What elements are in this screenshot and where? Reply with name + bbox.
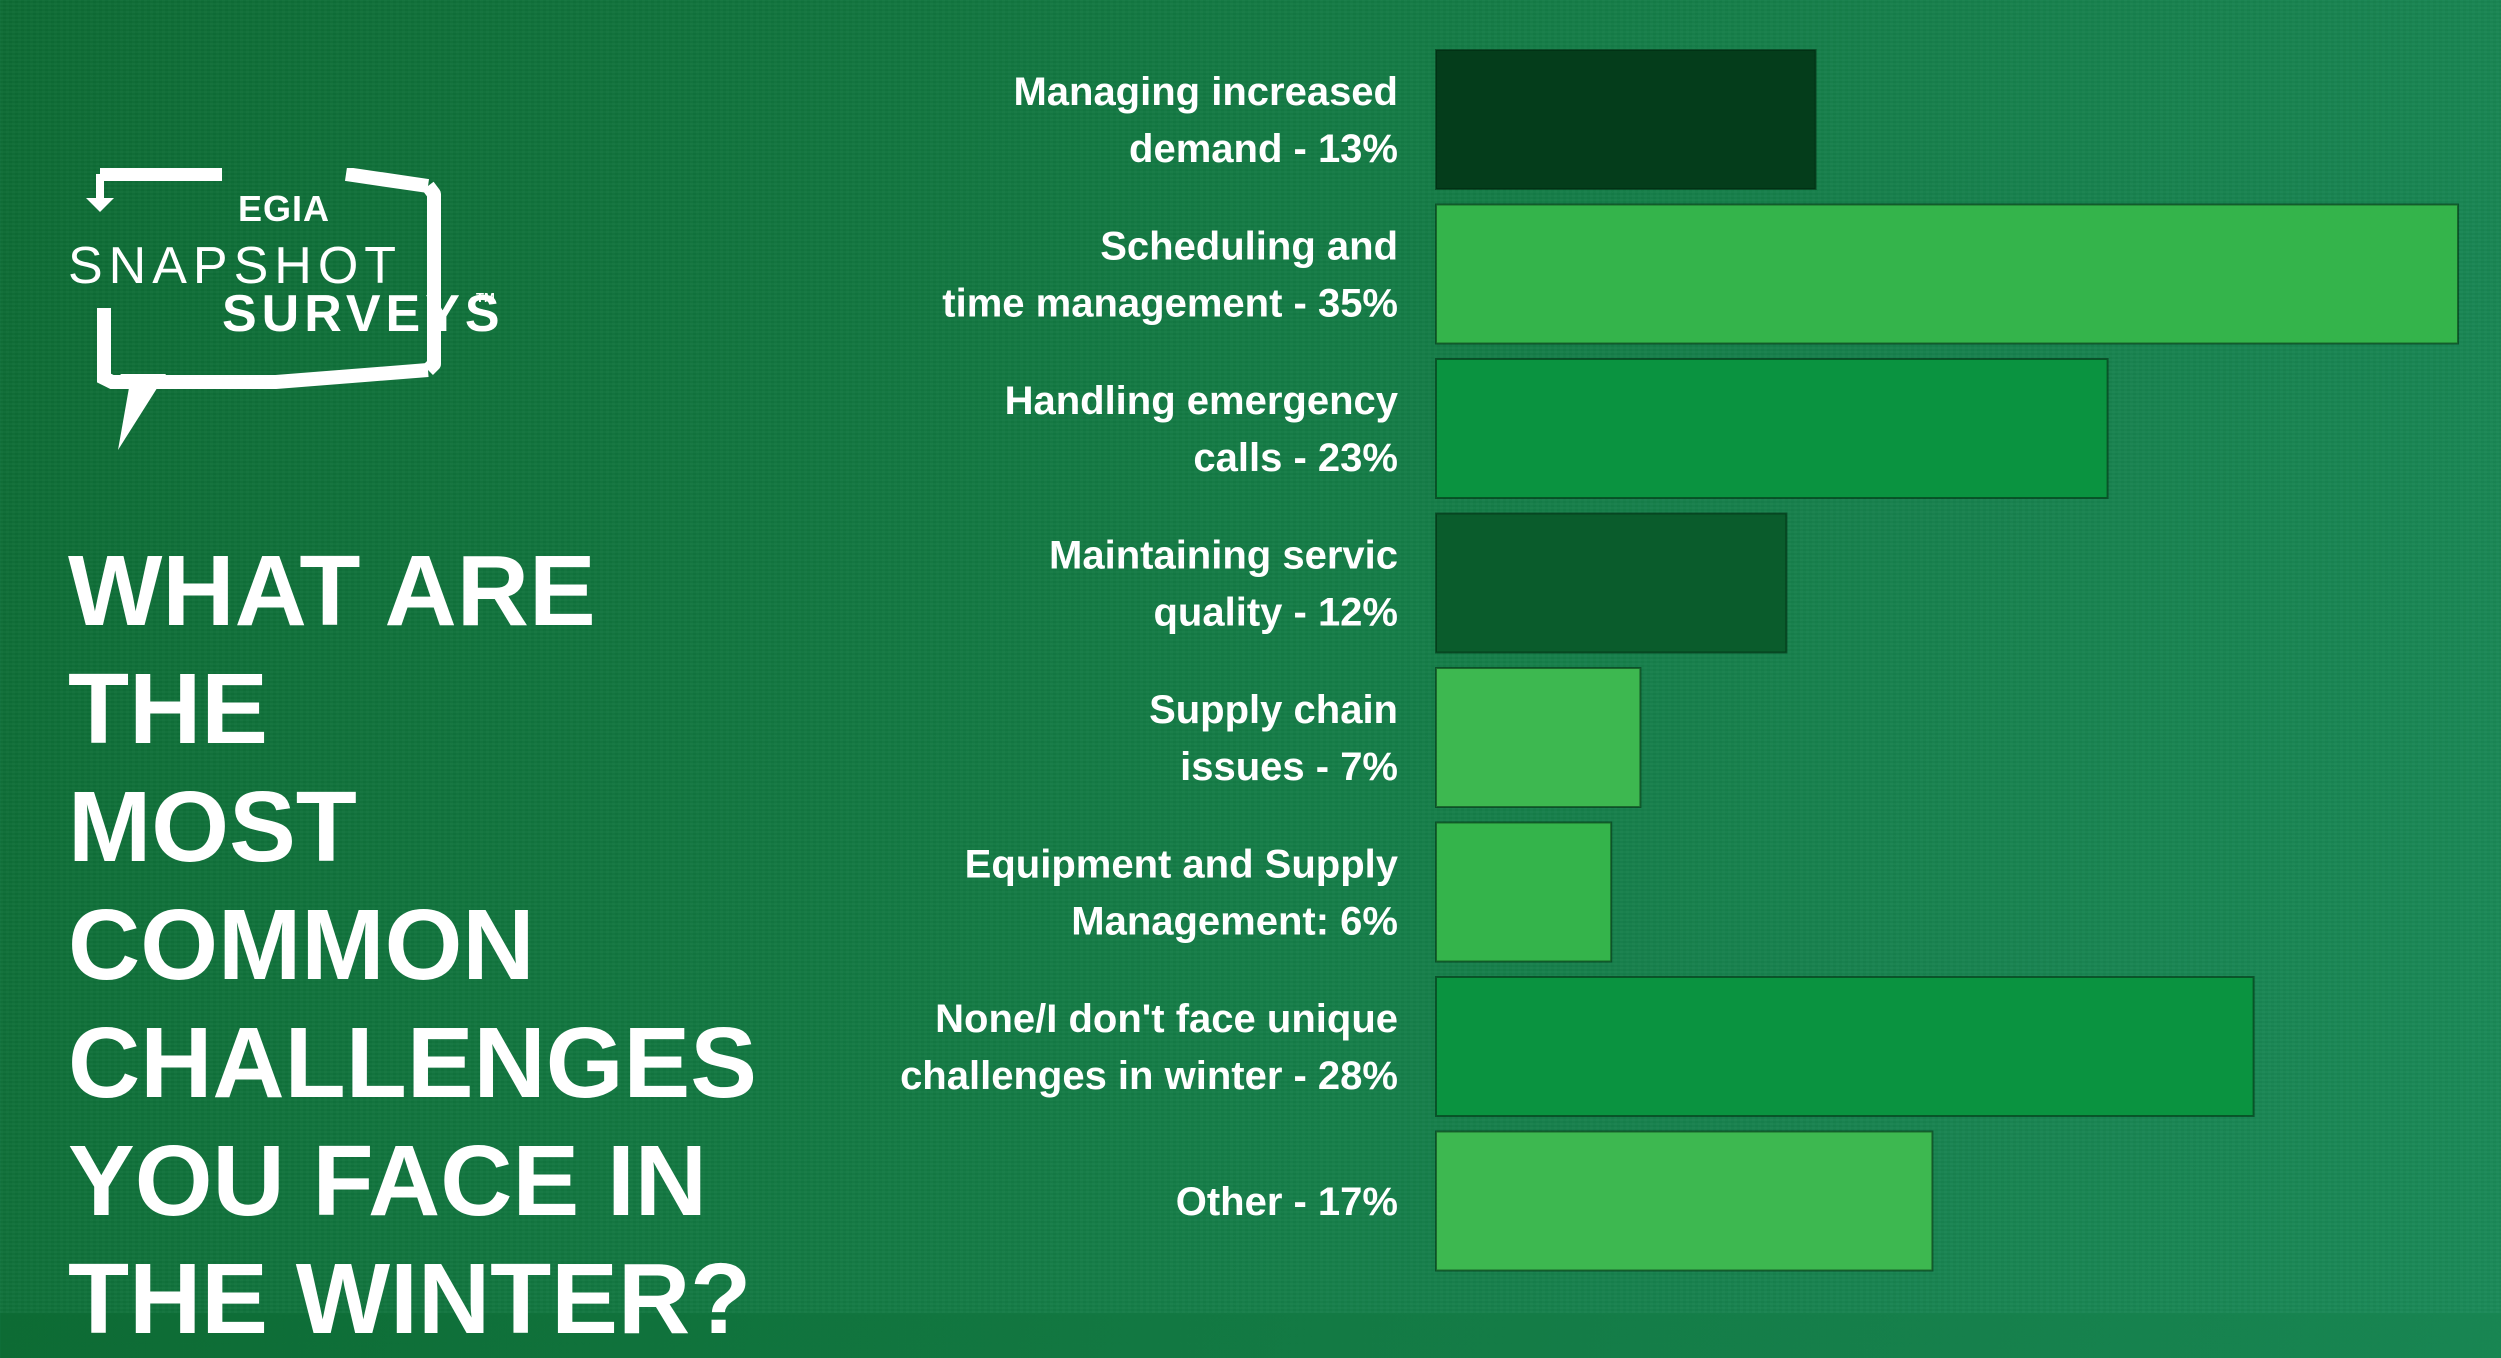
egia-snapshot-surveys-logo: EGIA SNAPSHOT SURVEYS TM xyxy=(66,168,506,458)
bar-label-7: challenges in winter - 28% xyxy=(900,1054,1398,1098)
logo-brand: EGIA xyxy=(237,188,330,229)
bar-label-2: Scheduling and xyxy=(1100,225,1398,269)
speech-bubble-icon xyxy=(86,168,441,450)
bar-label-7: None/I don't face unique xyxy=(935,997,1398,1041)
bar-label-4: quality - 12% xyxy=(1153,591,1398,635)
bar-chart: Managing increased demand - 13% Scheduling… xyxy=(900,49,2459,1272)
bar-label-1: demand - 13% xyxy=(1129,127,1398,171)
logo-trademark: TM xyxy=(476,290,495,305)
bar-8 xyxy=(1435,1130,1934,1272)
bar-label-5: issues - 7% xyxy=(1180,745,1398,789)
bar-label-6: Equipment and Supply xyxy=(965,843,1399,887)
logo-line2: SURVEYS xyxy=(222,285,505,343)
bar-label-4: Maintaining servic xyxy=(1049,534,1398,578)
bar-label-5: Supply chain xyxy=(1149,688,1398,732)
bar-6 xyxy=(1435,821,1613,963)
bar-label-8: Other - 17% xyxy=(1176,1180,1398,1224)
bar-label-2: time management - 35% xyxy=(942,282,1398,326)
bar-3 xyxy=(1435,358,2109,499)
bar-7 xyxy=(1435,976,2255,1117)
bar-label-3: Handling emergency xyxy=(1005,379,1399,423)
bar-label-1: Managing increased xyxy=(1013,70,1398,114)
bar-1 xyxy=(1435,49,1817,190)
bar-label-3: calls - 23% xyxy=(1193,436,1398,480)
bar-4 xyxy=(1435,512,1788,654)
title-line: CHALLENGES xyxy=(68,1007,757,1119)
bar-label-6: Management: 6% xyxy=(1071,900,1398,944)
logo-line1: SNAPSHOT xyxy=(68,237,403,295)
title-line: YOU FACE IN xyxy=(68,1125,707,1237)
title-line: MOST COMMON xyxy=(68,771,535,1001)
bar-5 xyxy=(1435,667,1642,808)
bar-2 xyxy=(1435,203,2459,345)
title-line: WHAT ARE THE xyxy=(68,535,596,765)
